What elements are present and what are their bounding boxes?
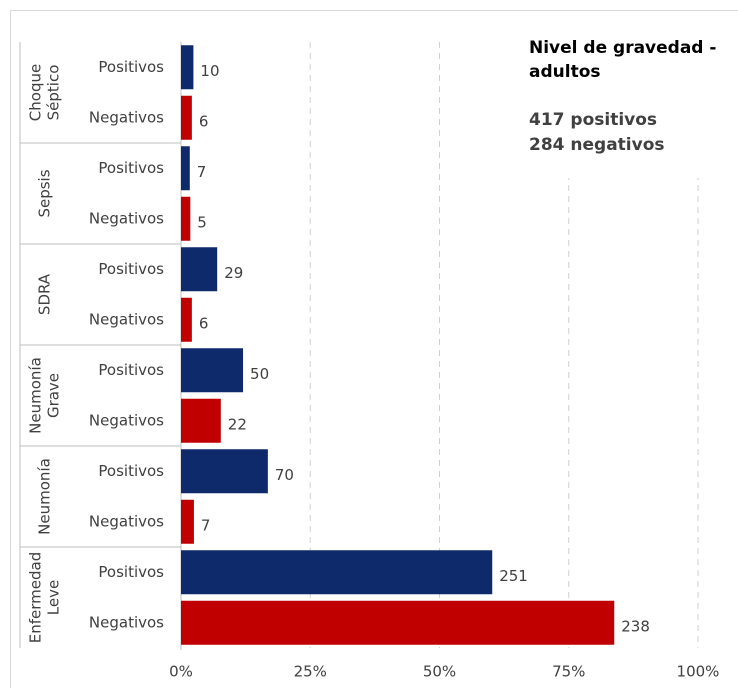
row-label: Positivos [98, 260, 164, 278]
row-label: Negativos [89, 108, 164, 126]
data-label: 70 [275, 466, 294, 484]
row-label: Positivos [98, 462, 164, 480]
row-label: Negativos [89, 613, 164, 631]
row-label: Positivos [98, 159, 164, 177]
data-label: 6 [199, 112, 209, 130]
data-label: 6 [199, 314, 209, 332]
row-label: Negativos [89, 310, 164, 328]
bar [181, 247, 217, 291]
group-label: Choque [27, 64, 45, 121]
bar [181, 449, 268, 493]
row-label: Negativos [89, 209, 164, 227]
bar [181, 197, 190, 241]
bar [181, 96, 192, 140]
row-label: Positivos [98, 361, 164, 379]
data-label: 22 [228, 415, 247, 433]
legend-positive: 417 positivos [529, 110, 657, 130]
x-tick-label: 75% [552, 663, 585, 681]
chart-title: Nivel de gravedad - [529, 38, 716, 58]
group-label: Grave [45, 373, 63, 418]
x-tick-label: 100% [677, 663, 720, 681]
row-label: Negativos [89, 512, 164, 530]
bar [181, 146, 190, 190]
group-label: SDRA [36, 273, 54, 315]
data-label: 238 [621, 617, 650, 635]
data-label: 29 [224, 264, 243, 282]
bar [181, 500, 194, 544]
x-tick-label: 0% [169, 663, 193, 681]
row-label: Positivos [98, 58, 164, 76]
row-label: Negativos [89, 411, 164, 429]
bar [181, 601, 614, 645]
group-label: Leve [45, 580, 63, 615]
data-label: 5 [197, 213, 207, 231]
group-label: Séptico [45, 65, 63, 121]
bar [181, 399, 221, 443]
group-label: Enfermedad [27, 552, 45, 643]
bar [181, 298, 192, 342]
legend-negative: 284 negativos [529, 135, 665, 155]
group-label: Neumonía [27, 357, 45, 434]
x-tick-label: 25% [294, 663, 327, 681]
data-label: 7 [197, 163, 207, 181]
data-label: 10 [200, 62, 219, 80]
data-label: 7 [201, 516, 211, 534]
bar [181, 348, 243, 392]
bar [181, 45, 193, 89]
data-label: 50 [250, 365, 269, 383]
bar [181, 550, 492, 594]
group-label: Sepsis [36, 169, 54, 217]
chart-title: adultos [529, 62, 601, 82]
row-label: Positivos [98, 563, 164, 581]
data-label: 251 [499, 567, 528, 585]
x-tick-label: 50% [423, 663, 456, 681]
group-label: Neumonía [36, 458, 54, 535]
